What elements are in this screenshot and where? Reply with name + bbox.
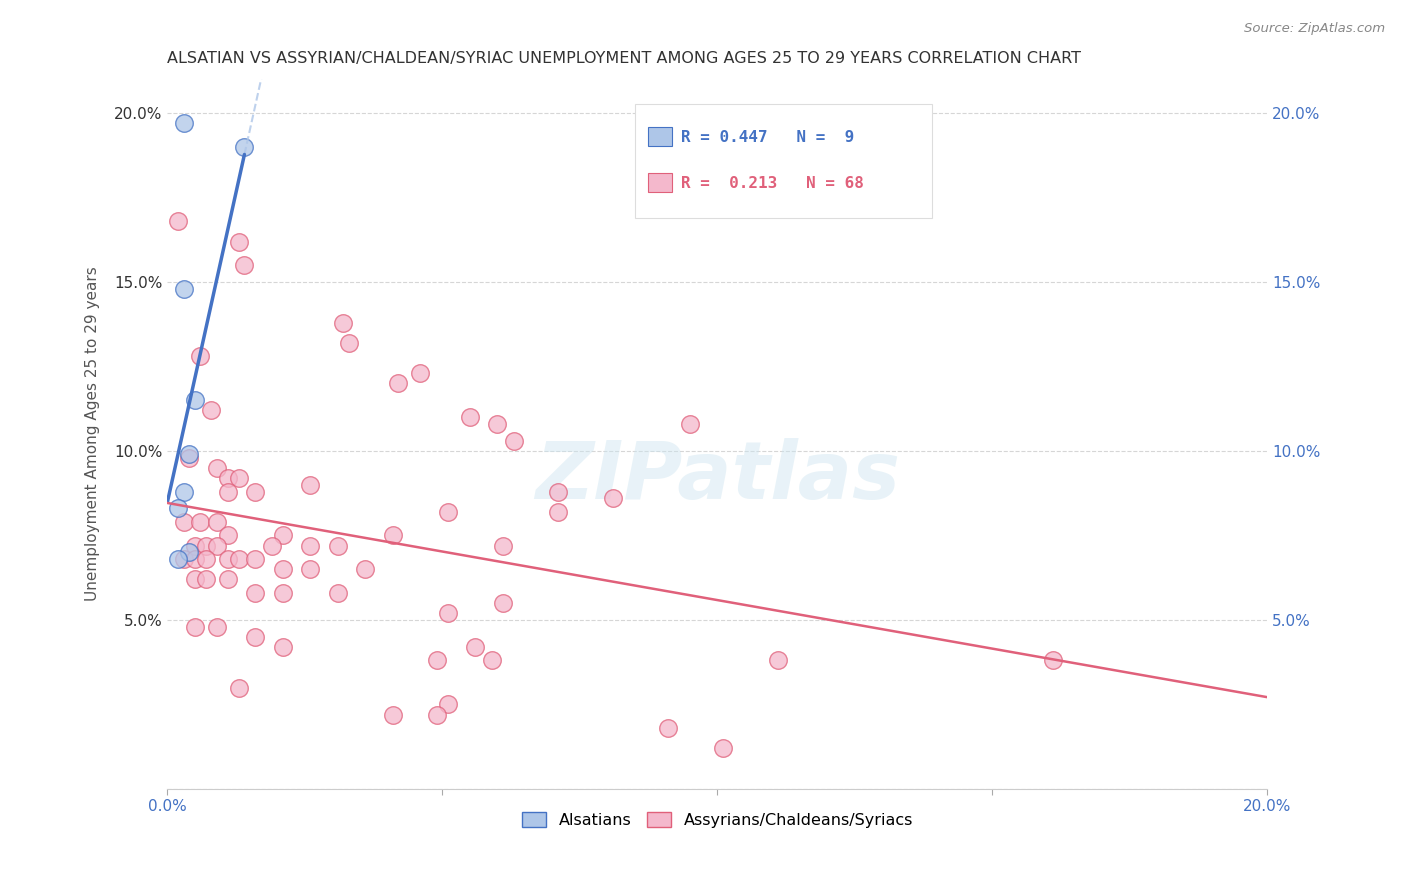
Y-axis label: Unemployment Among Ages 25 to 29 years: Unemployment Among Ages 25 to 29 years: [86, 267, 100, 601]
Point: [190, 515, 212, 529]
Point: [173, 282, 195, 296]
Point: [245, 552, 267, 566]
Point: [657, 721, 679, 735]
Text: ZIPatlas: ZIPatlas: [534, 438, 900, 516]
Point: [602, 491, 624, 506]
Text: R =  0.213   N = 68: R = 0.213 N = 68: [681, 177, 865, 191]
Point: [547, 484, 569, 499]
Point: [271, 528, 294, 542]
Point: [299, 562, 322, 576]
Point: [271, 640, 294, 654]
Point: [245, 630, 267, 644]
Point: [409, 366, 432, 380]
Point: [184, 393, 207, 408]
Point: [194, 552, 217, 566]
Point: [167, 214, 190, 228]
Point: [173, 116, 195, 130]
Point: [1042, 653, 1064, 667]
Point: [426, 653, 449, 667]
Point: [194, 573, 217, 587]
Point: [233, 140, 256, 154]
Point: [217, 471, 239, 485]
Point: [228, 471, 250, 485]
Point: [179, 450, 201, 465]
Point: [228, 552, 250, 566]
Point: [458, 410, 481, 425]
Point: [381, 707, 404, 722]
Point: [679, 417, 702, 431]
Point: [332, 316, 354, 330]
Point: [184, 539, 207, 553]
Point: [179, 545, 201, 559]
FancyBboxPatch shape: [648, 173, 672, 192]
Point: [299, 477, 322, 491]
Point: [271, 562, 294, 576]
Point: [711, 741, 734, 756]
Point: [228, 681, 250, 695]
Point: [228, 235, 250, 249]
Point: [337, 335, 360, 350]
Point: [326, 539, 349, 553]
Point: [200, 403, 222, 417]
Point: [245, 484, 267, 499]
Point: [167, 501, 190, 516]
FancyBboxPatch shape: [648, 128, 672, 146]
Point: [167, 552, 190, 566]
Point: [486, 417, 509, 431]
Text: Source: ZipAtlas.com: Source: ZipAtlas.com: [1244, 22, 1385, 36]
Point: [547, 505, 569, 519]
Point: [426, 707, 449, 722]
Point: [217, 552, 239, 566]
Point: [184, 573, 207, 587]
Point: [217, 528, 239, 542]
Point: [766, 653, 789, 667]
Point: [205, 620, 228, 634]
Point: [437, 606, 460, 620]
Text: R = 0.447   N =  9: R = 0.447 N = 9: [681, 130, 855, 145]
Legend: Alsatians, Assyrians/Chaldeans/Syriacs: Alsatians, Assyrians/Chaldeans/Syriacs: [515, 805, 920, 834]
Point: [326, 586, 349, 600]
Text: ALSATIAN VS ASSYRIAN/CHALDEAN/SYRIAC UNEMPLOYMENT AMONG AGES 25 TO 29 YEARS CORR: ALSATIAN VS ASSYRIAN/CHALDEAN/SYRIAC UNE…: [167, 51, 1081, 66]
Point: [205, 515, 228, 529]
Point: [299, 539, 322, 553]
Point: [173, 515, 195, 529]
Point: [481, 653, 503, 667]
Point: [464, 640, 486, 654]
Point: [173, 552, 195, 566]
Point: [437, 505, 460, 519]
Point: [437, 698, 460, 712]
Point: [205, 539, 228, 553]
Point: [233, 258, 256, 272]
Point: [217, 484, 239, 499]
Point: [503, 434, 526, 448]
Point: [194, 539, 217, 553]
Point: [354, 562, 377, 576]
Point: [179, 447, 201, 461]
Point: [271, 586, 294, 600]
Point: [184, 620, 207, 634]
Point: [260, 539, 283, 553]
Point: [173, 484, 195, 499]
Point: [184, 552, 207, 566]
Point: [190, 350, 212, 364]
Point: [492, 539, 515, 553]
FancyBboxPatch shape: [636, 104, 932, 218]
Point: [387, 376, 409, 391]
Point: [381, 528, 404, 542]
Point: [217, 573, 239, 587]
Point: [492, 596, 515, 610]
Point: [245, 586, 267, 600]
Point: [205, 461, 228, 475]
